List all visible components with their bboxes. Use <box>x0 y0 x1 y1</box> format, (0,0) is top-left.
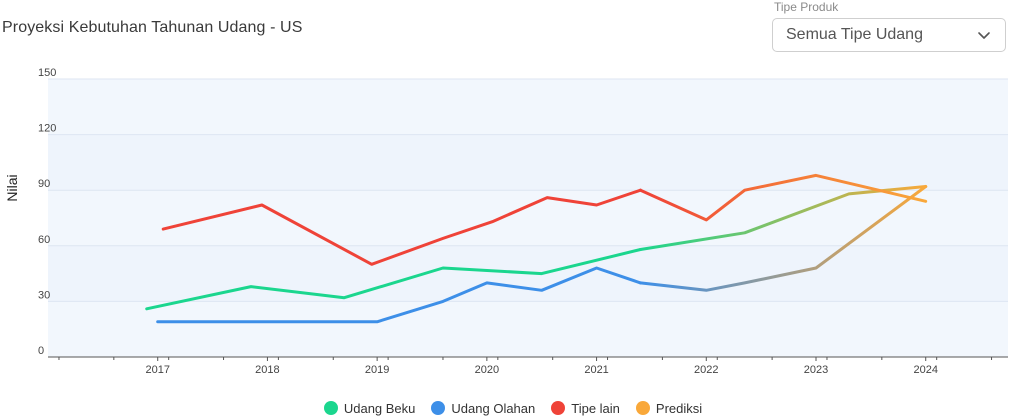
forecast-line-tipe-lain <box>639 173 928 222</box>
legend-swatch <box>551 401 566 415</box>
legend-label: Prediksi <box>655 400 703 416</box>
product-type-select-value: Semua Tipe Udang <box>786 26 923 43</box>
plot-band <box>48 301 1008 357</box>
legend-swatch <box>431 401 446 415</box>
x-axis: 2017 2018 2019 2020 2021 2022 2023 2024 <box>48 356 1008 376</box>
grid-lines <box>48 78 1008 302</box>
product-type-select[interactable]: Semua Tipe Udang <box>772 18 1006 52</box>
series-line-udang-olahan <box>156 266 642 324</box>
product-type-filter-label: Tipe Produk <box>774 0 839 14</box>
x-tick-label: 2021 <box>584 364 608 376</box>
legend-label: Tipe lain <box>571 400 620 416</box>
series-lines <box>145 173 928 324</box>
legend-label: Udang Beku <box>343 400 416 416</box>
x-tick-label: 2023 <box>804 364 828 376</box>
y-tick-label: 120 <box>38 123 56 135</box>
legend-item-udang-olahan[interactable]: Udang Olahan <box>431 398 535 418</box>
legend: Udang Beku Udang Olahan Tipe lain Prediksi <box>0 398 1026 418</box>
y-tick-label: 90 <box>38 178 50 190</box>
legend-item-prediksi[interactable]: Prediksi <box>635 398 703 418</box>
y-axis-label: Nilai <box>4 174 20 201</box>
series-line-udang-beku <box>145 248 642 311</box>
plot-band <box>48 190 1008 246</box>
x-tick-label: 2022 <box>694 364 718 376</box>
legend-swatch <box>635 401 650 415</box>
legend-swatch <box>323 401 338 415</box>
y-tick-label: 0 <box>38 345 44 357</box>
chevron-down-icon <box>978 32 990 39</box>
x-tick-label: 2017 <box>145 364 169 376</box>
plot-band <box>48 79 1008 135</box>
x-tick-label: 2024 <box>913 364 937 376</box>
y-tick-label: 30 <box>38 289 50 301</box>
series-line-tipe-lain <box>161 188 642 266</box>
legend-label: Udang Olahan <box>451 400 536 416</box>
x-tick-label: 2020 <box>475 364 499 376</box>
y-tick-label: 150 <box>38 67 56 79</box>
x-tick-label: 2019 <box>365 364 389 376</box>
forecast-line-udang-olahan <box>639 185 928 292</box>
chart-title: Proyeksi Kebutuhan Tahunan Udang - US <box>2 19 303 36</box>
plot-background <box>48 79 1008 357</box>
x-tick-label: 2018 <box>255 364 279 376</box>
legend-item-udang-beku[interactable]: Udang Beku <box>323 398 416 418</box>
legend-item-tipe-lain[interactable]: Tipe lain <box>551 398 620 418</box>
forecast-line-udang-beku <box>639 185 928 251</box>
y-tick-label: 60 <box>38 234 50 246</box>
y-axis: 0 30 60 90 120 150 <box>38 67 56 357</box>
